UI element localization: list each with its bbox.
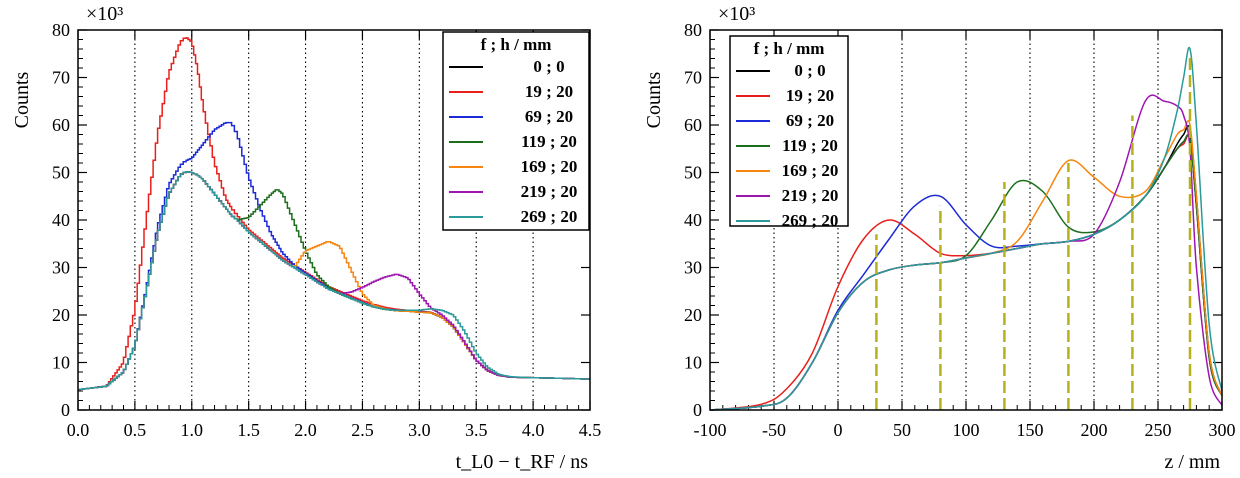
x-tick-label: 50: [893, 420, 911, 440]
legend-label: 269 ; 20: [782, 211, 839, 230]
y-tick-label: 20: [684, 305, 702, 325]
y-tick-label: 20: [52, 305, 70, 325]
legend-label: 19 ; 20: [525, 82, 573, 101]
y-tick-label: 70: [52, 68, 70, 88]
legend-label: 169 ; 20: [521, 157, 578, 176]
legend-title: f ; h / mm: [481, 35, 552, 54]
y-tick-label: 80: [52, 20, 70, 40]
legend-label: 169 ; 20: [782, 161, 839, 180]
x-tick-label: 4.0: [522, 420, 545, 440]
legend-box: [442, 31, 590, 231]
x-axis-label: t_L0 − t_RF / ns: [456, 451, 589, 473]
legend: f ; h / mm 0 ; 0 19 ; 20 69 ; 20 119 ; 20 169…: [442, 31, 590, 231]
x-tick-label: 0.5: [124, 420, 147, 440]
series-269-20-line: [709, 46, 1223, 411]
x-tick-label: 3.0: [408, 420, 431, 440]
left-chart: 0.0 0.5 1.0 1.5 2.0 2.5 3.0 3.5 4.0 4.5 0 10 20 30 40 5…: [11, 3, 601, 473]
legend-label: 0 ; 0: [533, 57, 564, 76]
x-tick-label: 200: [1081, 420, 1108, 440]
y-tick-label: 10: [684, 353, 702, 373]
legend-label: 0 ; 0: [794, 61, 825, 80]
legend-label: 269 ; 20: [521, 207, 578, 226]
right-chart: -100 -50 0 50 100 150 200 250 300 0 10 20 30 40 50 60 70…: [643, 3, 1236, 473]
x-tick-label: 2.0: [294, 420, 317, 440]
y-tick-label: 0: [61, 400, 70, 420]
legend-box: [729, 35, 849, 227]
series-269-20-line: [78, 170, 590, 391]
y-multiplier: ×10³: [86, 3, 123, 25]
x-axis-label: z / mm: [1164, 451, 1220, 473]
y-axis-label: Counts: [11, 71, 33, 128]
y-multiplier: ×10³: [718, 3, 755, 25]
legend-label: 19 ; 20: [786, 86, 834, 105]
legend-label: 219 ; 20: [521, 182, 578, 201]
legend-label: 69 ; 20: [525, 107, 573, 126]
x-tick-label: -100: [694, 420, 727, 440]
x-tick-label: 150: [1017, 420, 1044, 440]
y-tick-label: 80: [684, 20, 702, 40]
y-tick-label: 40: [684, 210, 702, 230]
x-tick-label: 300: [1209, 420, 1236, 440]
y-tick-label: 70: [684, 68, 702, 88]
y-tick-label: 60: [684, 115, 702, 135]
x-tick-label: 1.0: [181, 420, 204, 440]
y-axis-label: Counts: [643, 71, 665, 128]
y-tick-label: 30: [52, 258, 70, 278]
legend-title: f ; h / mm: [754, 39, 825, 58]
x-tick-label: 0: [834, 420, 843, 440]
legend-label: 219 ; 20: [782, 186, 839, 205]
x-tick-label: -50: [762, 420, 786, 440]
x-tick-label: 3.5: [465, 420, 488, 440]
legend: f ; h / mm 0 ; 0 19 ; 20 69 ; 20 119 ; 20 169…: [729, 35, 849, 230]
x-tick-label: 0.0: [67, 420, 90, 440]
y-tick-label: 40: [52, 210, 70, 230]
y-tick-label: 0: [693, 400, 702, 420]
x-tick-label: 100: [953, 420, 980, 440]
plot-frame: [709, 29, 1223, 411]
x-tick-label: 4.5: [579, 420, 602, 440]
legend-label: 69 ; 20: [786, 111, 834, 130]
y-tick-label: 50: [52, 163, 70, 183]
x-tick-label: 2.5: [351, 420, 374, 440]
y-tick-label: 50: [684, 163, 702, 183]
y-tick-label: 60: [52, 115, 70, 135]
x-tick-label: 250: [1145, 420, 1172, 440]
y-tick-label: 30: [684, 258, 702, 278]
legend-label: 119 ; 20: [782, 136, 838, 155]
plot-frame: [77, 29, 591, 411]
legend-label: 119 ; 20: [521, 132, 577, 151]
x-tick-label: 1.5: [237, 420, 260, 440]
y-tick-label: 10: [52, 353, 70, 373]
